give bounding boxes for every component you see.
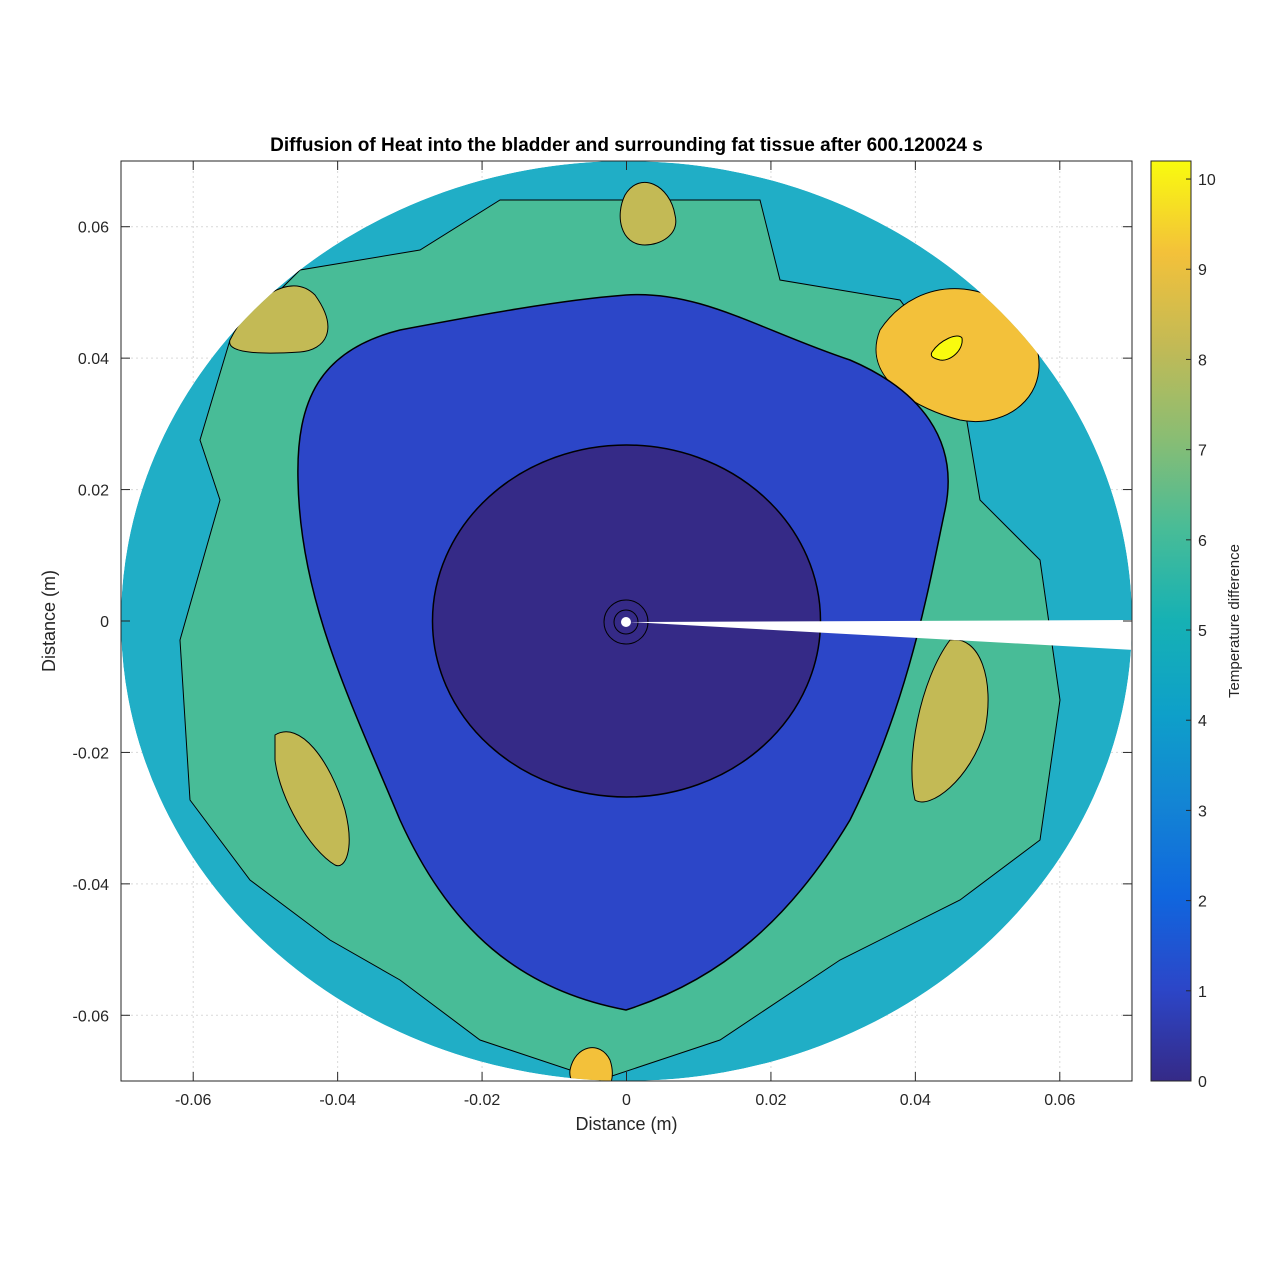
hot-spot-ne-peak [930,335,963,361]
colorbar-tick-label: 6 [1198,533,1207,550]
missing-wedge [630,620,1132,650]
x-tick-label: 0.02 [755,1092,786,1109]
colorbar-tick-label: 3 [1198,803,1207,820]
colorbar-tick-label: 9 [1198,262,1207,279]
colorbar-ticks: 0 1 2 3 4 5 6 7 8 9 10 [1186,172,1216,1091]
x-tick-label: 0 [622,1092,631,1109]
x-tick-label: -0.04 [319,1092,356,1109]
hot-spot-s [569,1047,613,1081]
y-tick-label: 0.06 [78,220,109,237]
hot-spot-w [274,731,350,867]
y-tick-label: -0.06 [73,1008,110,1025]
y-tick-label: -0.02 [73,745,110,762]
hot-spot-e [911,639,989,803]
y-tick-label: 0 [100,614,109,631]
colorbar-tick-label: 2 [1198,894,1207,911]
colorbar-tick-label: 10 [1198,172,1216,189]
colorbar-tick-label: 8 [1198,352,1207,369]
y-axis-label: Distance (m) [39,570,59,672]
hot-spot-n [619,182,677,246]
heat-field [121,161,1132,1081]
y-tick-label: -0.04 [73,877,110,894]
colorbar-label: Temperature difference [1226,544,1243,698]
colorbar-tick-label: 7 [1198,443,1207,460]
colorbar-tick-label: 5 [1198,623,1207,640]
x-axis: -0.06 -0.04 -0.02 0 0.02 0.04 0.06 [175,161,1075,1109]
x-tick-label: 0.06 [1044,1092,1075,1109]
colorbar-tick-label: 4 [1198,713,1207,730]
y-tick-label: 0.04 [78,351,109,368]
colorbar [1150,160,1192,1082]
y-axis: 0.06 0.04 0.02 0 -0.02 -0.04 -0.06 [73,220,1132,1025]
y-tick-label: 0.02 [78,483,109,500]
chart-title: Diffusion of Heat into the bladder and s… [270,135,983,156]
center-point [621,617,631,627]
colorbar-tick-label: 0 [1198,1074,1207,1091]
x-tick-label: -0.02 [464,1092,501,1109]
x-tick-label: -0.06 [175,1092,212,1109]
x-axis-label: Distance (m) [575,1114,677,1134]
x-tick-label: 0.04 [900,1092,931,1109]
colorbar-tick-label: 1 [1198,984,1207,1001]
